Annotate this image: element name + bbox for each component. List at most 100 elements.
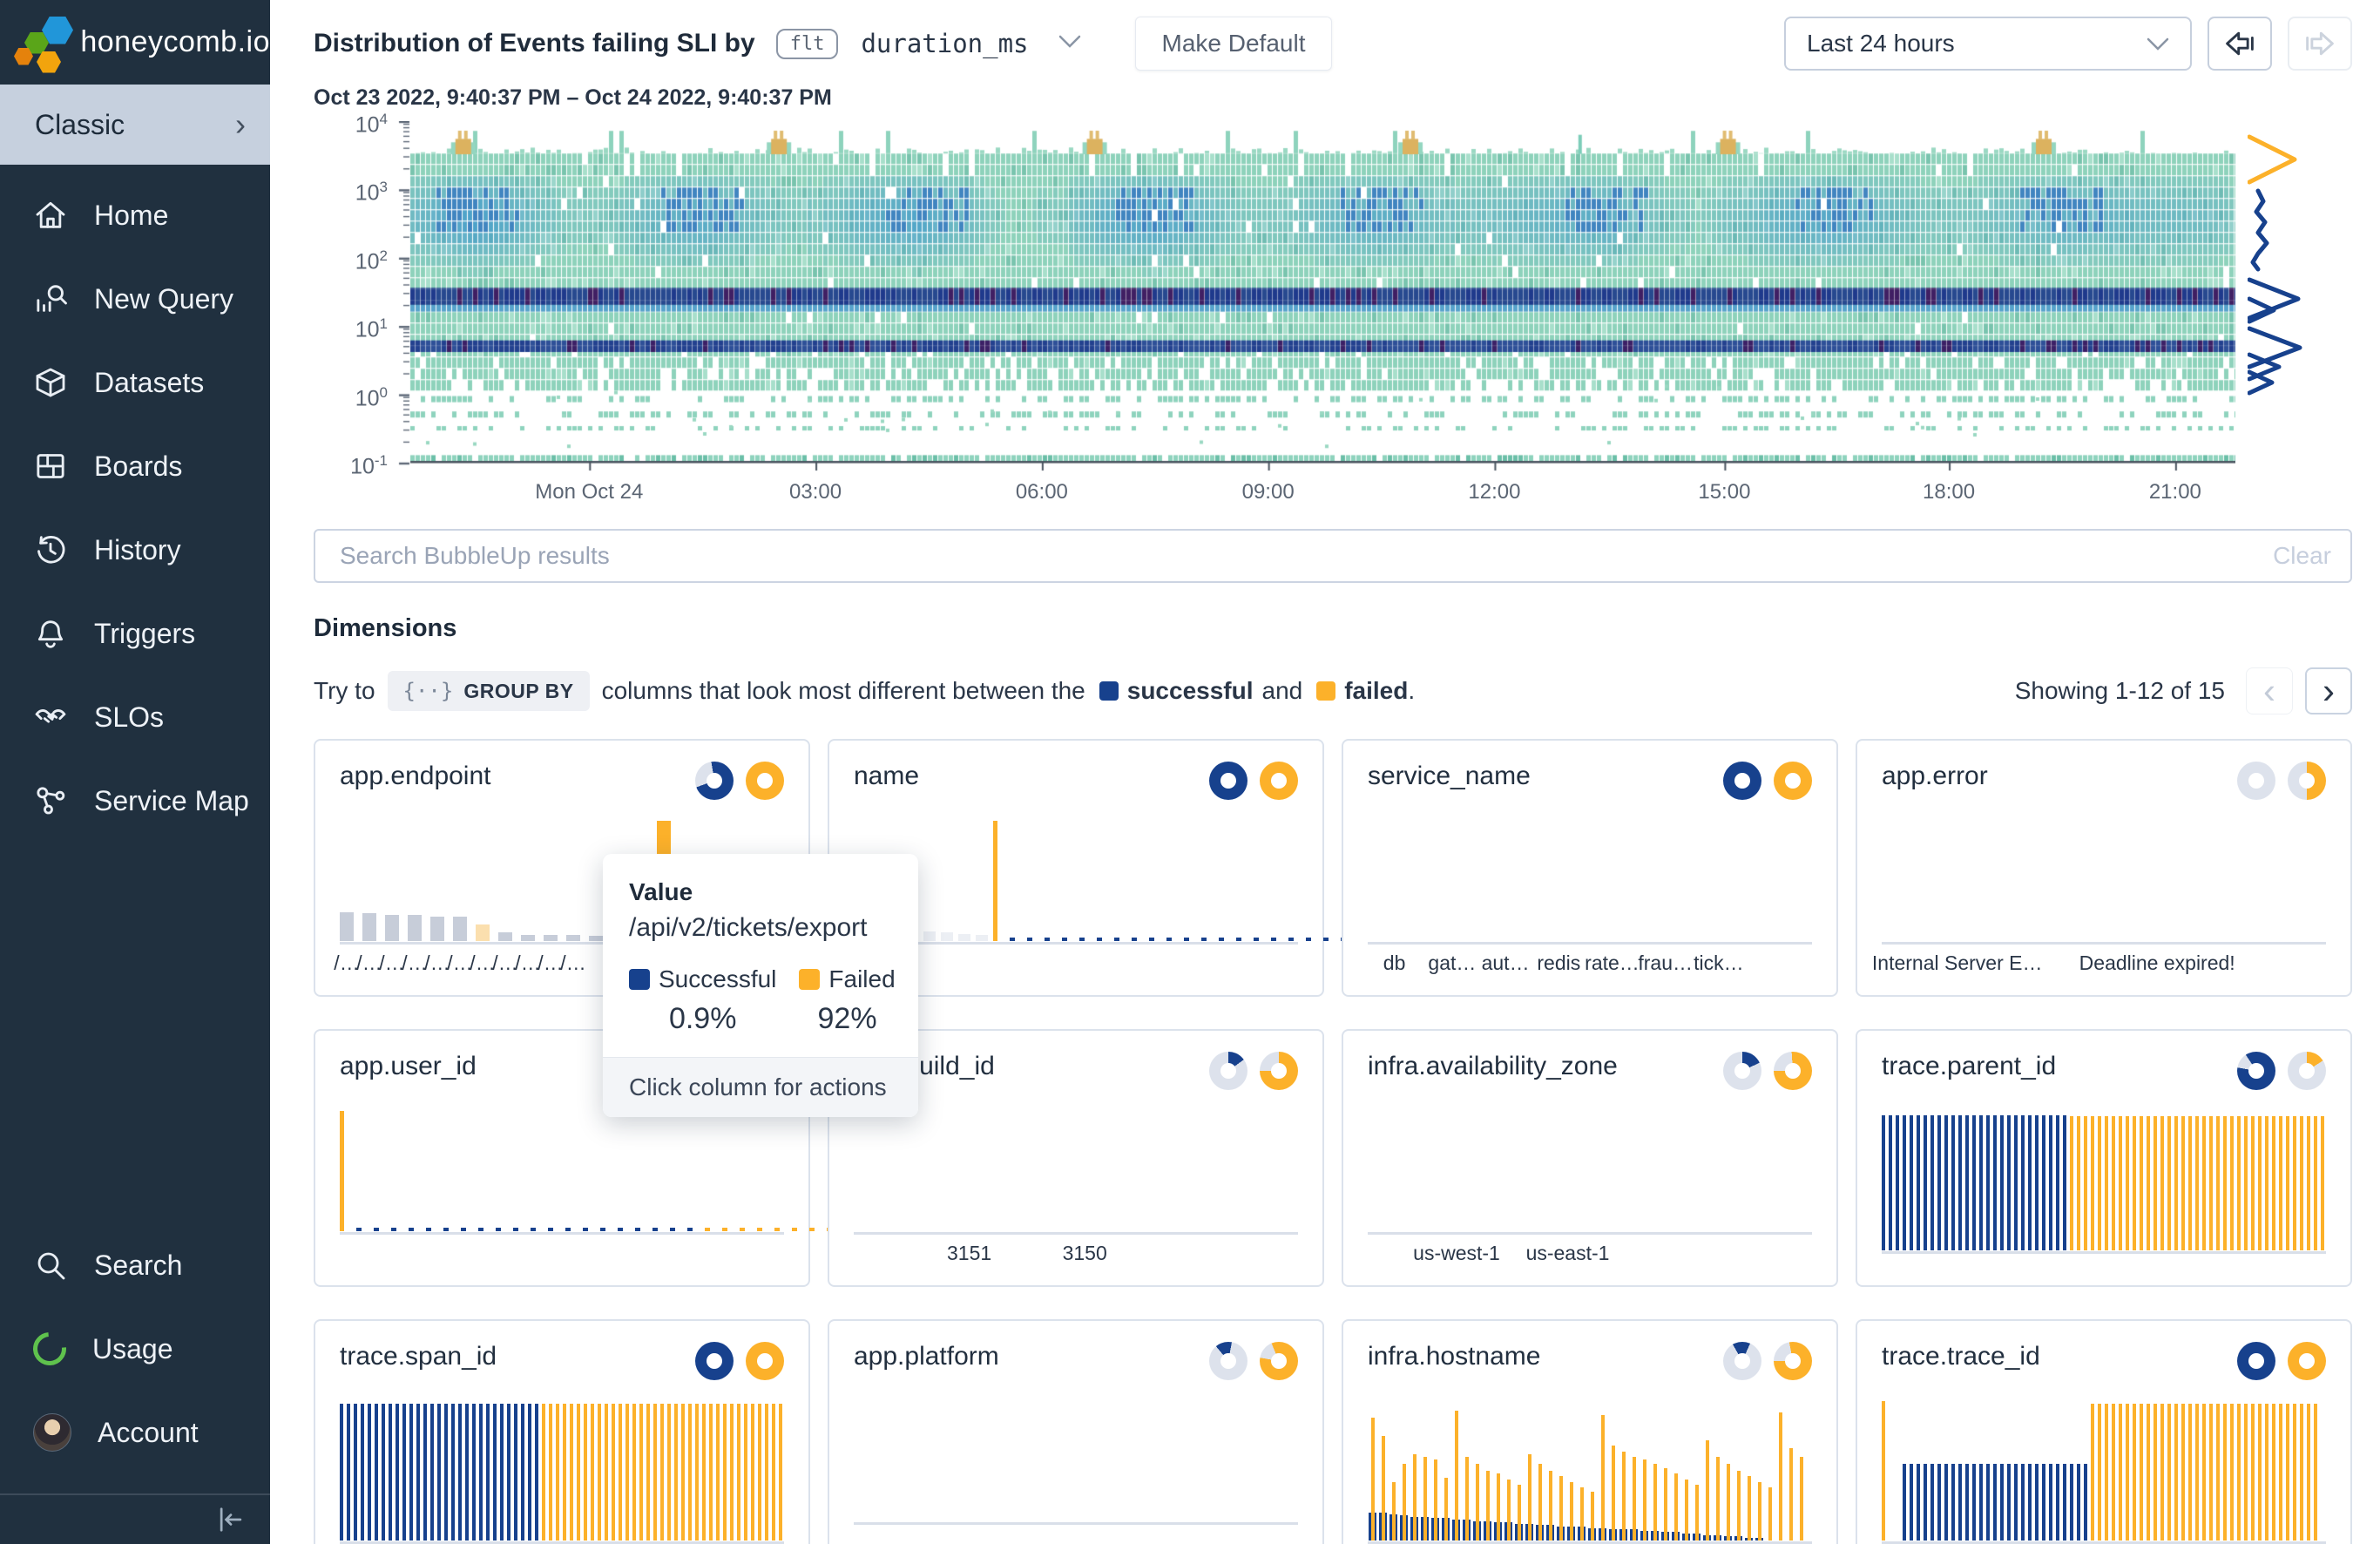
column-bar[interactable] bbox=[2147, 1404, 2150, 1541]
column-bar[interactable] bbox=[1184, 937, 1189, 941]
column-bar[interactable] bbox=[1674, 1473, 1678, 1541]
column-bar[interactable] bbox=[478, 1227, 483, 1231]
column-bar[interactable] bbox=[589, 936, 603, 941]
column-bar[interactable] bbox=[740, 1227, 745, 1231]
stripe-cell[interactable] bbox=[1410, 1401, 1420, 1541]
honeycomb-logo[interactable]: honeycomb.io bbox=[0, 0, 270, 85]
column-bar[interactable] bbox=[2286, 1116, 2289, 1250]
column-bar[interactable] bbox=[1507, 1479, 1511, 1541]
column-bar[interactable] bbox=[1612, 1446, 1615, 1541]
column-bar[interactable] bbox=[1972, 1464, 1976, 1541]
column-bar[interactable] bbox=[528, 1404, 531, 1541]
column-bar[interactable] bbox=[385, 914, 399, 941]
sidebar-collapse-button[interactable] bbox=[0, 1495, 270, 1544]
column-bar[interactable] bbox=[2084, 1464, 2087, 1541]
column-bar[interactable] bbox=[356, 1227, 362, 1231]
column-bar[interactable] bbox=[1944, 1464, 1948, 1541]
column-bar[interactable] bbox=[702, 1404, 706, 1541]
column-bar[interactable] bbox=[2153, 1404, 2157, 1541]
column-bar[interactable] bbox=[2237, 1116, 2241, 1250]
column-bar[interactable] bbox=[2105, 1404, 2108, 1541]
column-bar[interactable] bbox=[1570, 1481, 1573, 1541]
column-bar[interactable] bbox=[577, 1404, 580, 1541]
column-bar[interactable] bbox=[1930, 1114, 1934, 1250]
column-bar[interactable] bbox=[1979, 1464, 1983, 1541]
column-bar[interactable] bbox=[544, 935, 558, 941]
column-bar[interactable] bbox=[2293, 1116, 2296, 1250]
sidebar-item-home[interactable]: Home bbox=[0, 173, 270, 257]
column-bar[interactable] bbox=[1882, 1401, 1885, 1541]
column-bar[interactable] bbox=[1622, 1451, 1626, 1541]
column-bar[interactable] bbox=[2300, 1116, 2303, 1250]
column-bar[interactable] bbox=[548, 1227, 553, 1231]
column-bar[interactable] bbox=[1924, 1464, 1927, 1541]
column-bar[interactable] bbox=[1768, 1487, 1772, 1541]
column-bar[interactable] bbox=[476, 924, 490, 941]
column-bar[interactable] bbox=[2279, 1116, 2282, 1250]
column-bar[interactable] bbox=[1643, 1459, 1646, 1541]
stripe-cell[interactable] bbox=[1556, 1401, 1566, 1541]
column-bar[interactable] bbox=[409, 1227, 414, 1231]
column-bar[interactable] bbox=[1937, 1114, 1941, 1250]
column-bar[interactable] bbox=[632, 1404, 636, 1541]
column-bar[interactable] bbox=[2140, 1404, 2143, 1541]
column-bar[interactable] bbox=[426, 1227, 431, 1231]
column-bar[interactable] bbox=[479, 1404, 483, 1541]
column-bar[interactable] bbox=[1653, 1464, 1657, 1541]
column-bar[interactable] bbox=[389, 1404, 392, 1541]
stripe-cell[interactable] bbox=[1587, 1401, 1598, 1541]
make-default-button[interactable]: Make Default bbox=[1134, 17, 1333, 71]
column-bar[interactable] bbox=[416, 1404, 420, 1541]
column-bar[interactable] bbox=[612, 1404, 615, 1541]
column-bar[interactable] bbox=[2272, 1404, 2275, 1541]
column-bar[interactable] bbox=[1910, 1464, 1913, 1541]
column-bar[interactable] bbox=[556, 1404, 559, 1541]
column-bar[interactable] bbox=[2133, 1116, 2136, 1250]
sidebar-item-search[interactable]: Search bbox=[0, 1223, 270, 1307]
column-bar[interactable] bbox=[458, 1404, 462, 1541]
column-bar[interactable] bbox=[2188, 1116, 2192, 1250]
column-bar[interactable] bbox=[2251, 1116, 2255, 1250]
column-bar[interactable] bbox=[1444, 1478, 1448, 1541]
column-bar[interactable] bbox=[2153, 1116, 2157, 1250]
column-bar[interactable] bbox=[2140, 1116, 2143, 1250]
column-bar[interactable] bbox=[2181, 1404, 2185, 1541]
column-bar[interactable] bbox=[340, 1404, 343, 1541]
column-bar[interactable] bbox=[1917, 1114, 1920, 1250]
column-bar[interactable] bbox=[2321, 1116, 2324, 1250]
column-bar[interactable] bbox=[2314, 1404, 2317, 1541]
column-bar[interactable] bbox=[2077, 1116, 2080, 1250]
column-bar[interactable] bbox=[1986, 1114, 1990, 1250]
column-bar[interactable] bbox=[757, 1227, 762, 1231]
sidebar-item-usage[interactable]: Usage bbox=[0, 1307, 270, 1391]
environment-switcher[interactable]: Classic › bbox=[0, 85, 270, 165]
column-bar[interactable] bbox=[1903, 1464, 1906, 1541]
column-bar[interactable] bbox=[2112, 1116, 2115, 1250]
stripe-cell[interactable] bbox=[1462, 1401, 1472, 1541]
stripe-cell[interactable] bbox=[1389, 1401, 1399, 1541]
column-bar[interactable] bbox=[652, 1227, 658, 1231]
column-bar[interactable] bbox=[751, 1404, 754, 1541]
stripe-cell[interactable] bbox=[1378, 1401, 1389, 1541]
column-bar[interactable] bbox=[2314, 1116, 2317, 1250]
column-bar[interactable] bbox=[1958, 1464, 1962, 1541]
column-bar[interactable] bbox=[1685, 1479, 1688, 1541]
column-bar[interactable] bbox=[443, 1227, 449, 1231]
column-bar[interactable] bbox=[1166, 937, 1172, 941]
stripe-cell[interactable] bbox=[1734, 1401, 1744, 1541]
column-bar[interactable] bbox=[1288, 937, 1294, 941]
column-bar[interactable] bbox=[619, 1404, 622, 1541]
column-bar[interactable] bbox=[1382, 1436, 1385, 1541]
column-bar[interactable] bbox=[2216, 1404, 2220, 1541]
column-bar[interactable] bbox=[1236, 937, 1241, 941]
stripe-cell[interactable] bbox=[1755, 1401, 1765, 1541]
column-bar[interactable] bbox=[1896, 1114, 1899, 1250]
column-bar[interactable] bbox=[2091, 1116, 2094, 1250]
time-range-select[interactable]: Last 24 hours bbox=[1784, 17, 2192, 71]
column-bar[interactable] bbox=[1986, 1464, 1990, 1541]
column-bar[interactable] bbox=[535, 1404, 538, 1541]
column-bar[interactable] bbox=[584, 1404, 587, 1541]
column-bar[interactable] bbox=[453, 917, 467, 941]
column-bar[interactable] bbox=[625, 1404, 629, 1541]
sidebar-item-account[interactable]: Account bbox=[0, 1391, 270, 1474]
